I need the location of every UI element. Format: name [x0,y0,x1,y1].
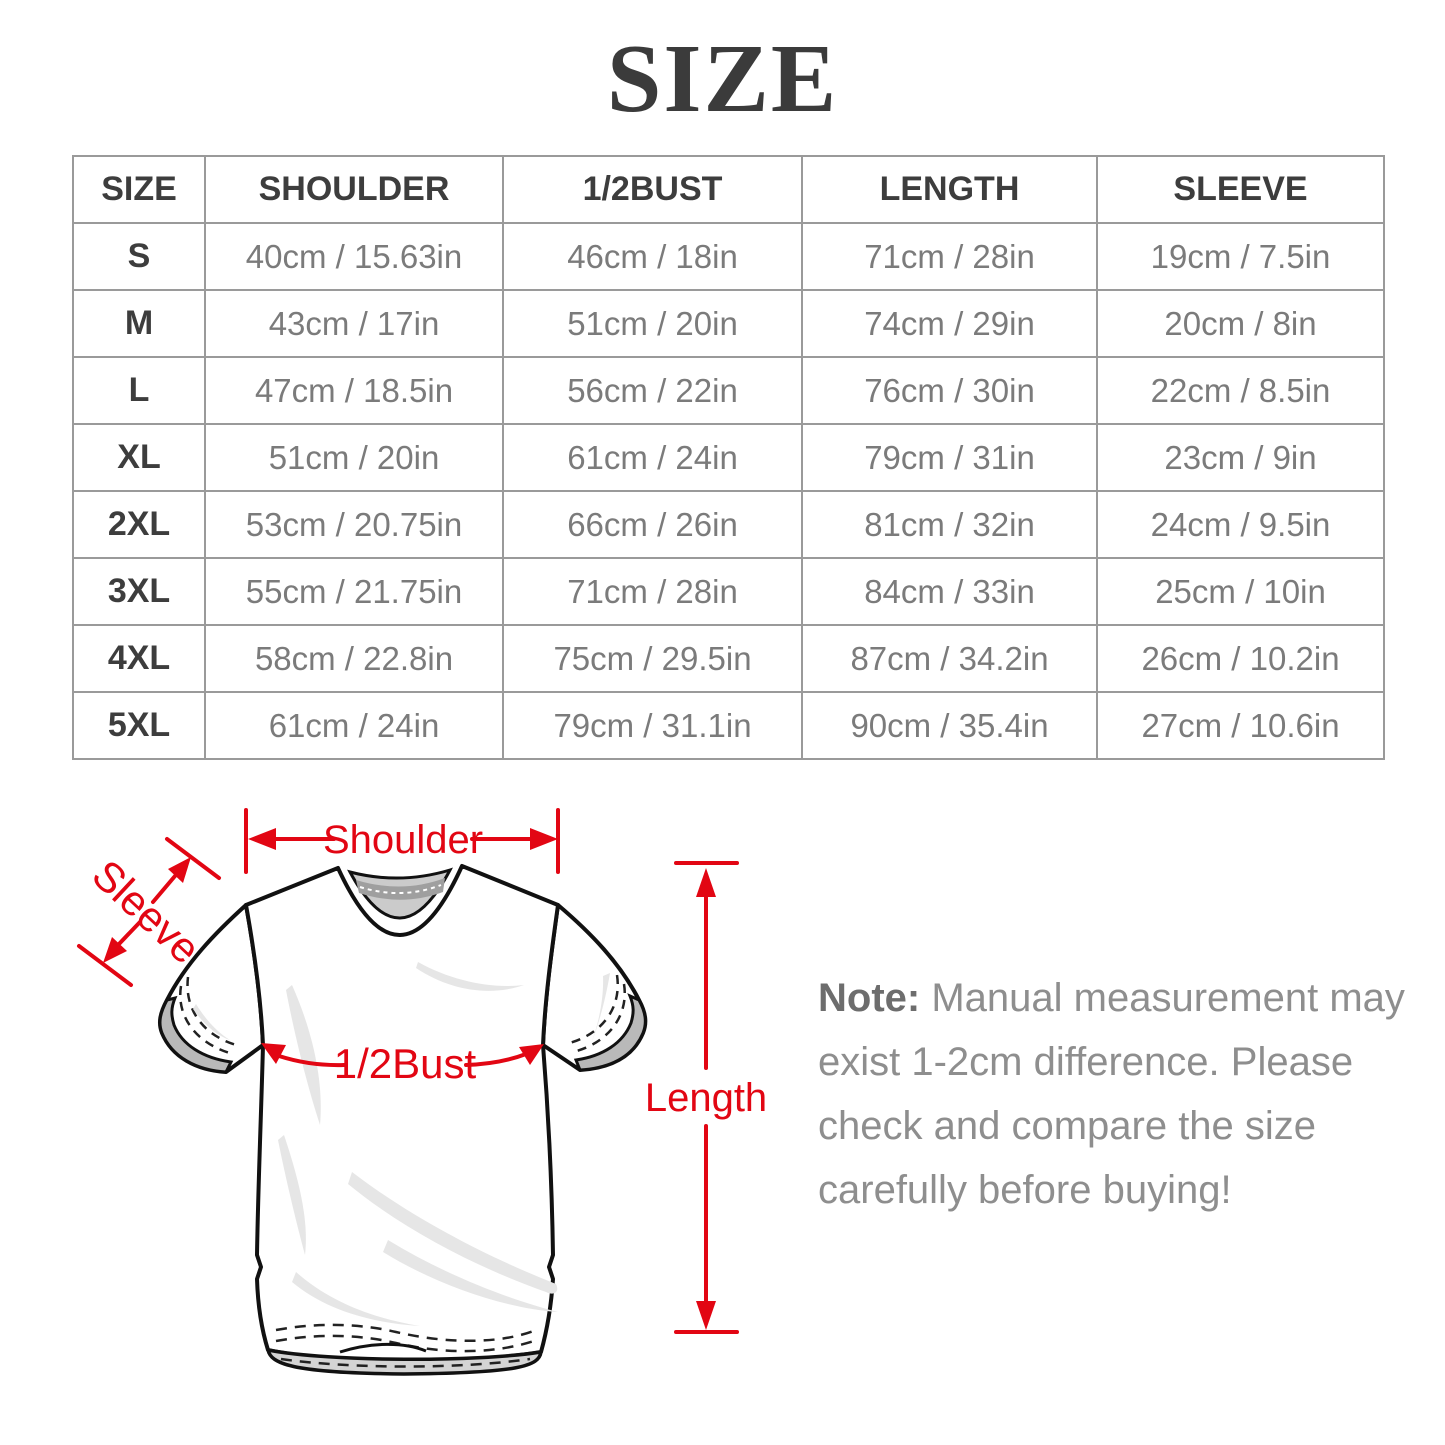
measurement-arrowheads [103,828,716,1330]
measurement-lines [77,808,739,1334]
sleeve-label: Sleeve [83,851,209,973]
size-cell: 3XL [72,557,206,626]
note-label: Note: [818,976,921,1020]
table-row: 2XL 53cm / 20.75in 66cm / 26in 81cm / 32… [72,490,1385,559]
table-cell: 75cm / 29.5in [502,624,803,693]
table-cell: 55cm / 21.75in [204,557,504,626]
shoulder-label: Shoulder [323,818,483,862]
table-cell: 84cm / 33in [801,557,1098,626]
table-cell: 79cm / 31.1in [502,691,803,760]
table-cell: 90cm / 35.4in [801,691,1098,760]
col-header-length: LENGTH [801,155,1098,224]
table-cell: 47cm / 18.5in [204,356,504,425]
table-cell: 79cm / 31in [801,423,1098,492]
table-row: 5XL 61cm / 24in 79cm / 31.1in 90cm / 35.… [72,691,1385,760]
col-header-half-bust: 1/2BUST [502,155,803,224]
col-header-size: SIZE [72,155,206,224]
size-cell: S [72,222,206,291]
table-row: XL 51cm / 20in 61cm / 24in 79cm / 31in 2… [72,423,1385,492]
table-row: M 43cm / 17in 51cm / 20in 74cm / 29in 20… [72,289,1385,358]
table-cell: 61cm / 24in [204,691,504,760]
table-cell: 58cm / 22.8in [204,624,504,693]
sleeve-stitch-lines [179,974,626,1056]
table-cell: 61cm / 24in [502,423,803,492]
table-row: 4XL 58cm / 22.8in 75cm / 29.5in 87cm / 3… [72,624,1385,693]
size-cell: 4XL [72,624,206,693]
table-cell: 26cm / 10.2in [1096,624,1385,693]
size-cell: M [72,289,206,358]
size-cell: L [72,356,206,425]
tshirt-hem [265,1323,544,1376]
table-cell: 22cm / 8.5in [1096,356,1385,425]
size-cell: 2XL [72,490,206,559]
tshirt-measurement-diagram: Shoulder Sleeve 1/2Bust Length [77,808,767,1376]
table-cell: 74cm / 29in [801,289,1098,358]
table-cell: 76cm / 30in [801,356,1098,425]
note-text: Note: Manual measurement may exist 1-2cm… [818,966,1405,1222]
col-header-sleeve: SLEEVE [1096,155,1385,224]
table-cell: 51cm / 20in [502,289,803,358]
table-cell: 20cm / 8in [1096,289,1385,358]
table-cell: 23cm / 9in [1096,423,1385,492]
size-table: SIZE SHOULDER 1/2BUST LENGTH SLEEVE S 40… [72,155,1385,760]
size-cell: XL [72,423,206,492]
tshirt-body [244,864,560,1363]
col-header-shoulder: SHOULDER [204,155,504,224]
sleeve-hem-shading [158,993,647,1074]
table-cell: 66cm / 26in [502,490,803,559]
table-cell: 81cm / 32in [801,490,1098,559]
table-cell: 46cm / 18in [502,222,803,291]
table-cell: 27cm / 10.6in [1096,691,1385,760]
note-line: exist 1-2cm difference. Please [818,1040,1354,1084]
table-cell: 87cm / 34.2in [801,624,1098,693]
table-cell: 40cm / 15.63in [204,222,504,291]
note-line-text: Manual measurement may [931,976,1405,1020]
note-line: carefully before buying! [818,1168,1232,1212]
table-cell: 25cm / 10in [1096,557,1385,626]
table-row: S 40cm / 15.63in 46cm / 18in 71cm / 28in… [72,222,1385,291]
table-cell: 51cm / 20in [204,423,504,492]
length-label: Length [645,1076,767,1120]
table-cell: 43cm / 17in [204,289,504,358]
table-cell: 71cm / 28in [801,222,1098,291]
table-cell: 53cm / 20.75in [204,490,504,559]
table-cell: 56cm / 22in [502,356,803,425]
size-cell: 5XL [72,691,206,760]
table-cell: 71cm / 28in [502,557,803,626]
note-line: check and compare the size [818,1104,1317,1148]
table-row: 3XL 55cm / 21.75in 71cm / 28in 84cm / 33… [72,557,1385,626]
note-line: Note: Manual measurement may [818,966,1405,1030]
page-title: SIZE [606,25,839,133]
table-cell: 24cm / 9.5in [1096,490,1385,559]
half-bust-label: 1/2Bust [334,1040,477,1087]
table-cell: 19cm / 7.5in [1096,222,1385,291]
tshirt-collar [347,867,453,920]
wrinkle-shading [193,962,610,1326]
table-row: L 47cm / 18.5in 56cm / 22in 76cm / 30in … [72,356,1385,425]
table-header-row: SIZE SHOULDER 1/2BUST LENGTH SLEEVE [72,155,1385,224]
